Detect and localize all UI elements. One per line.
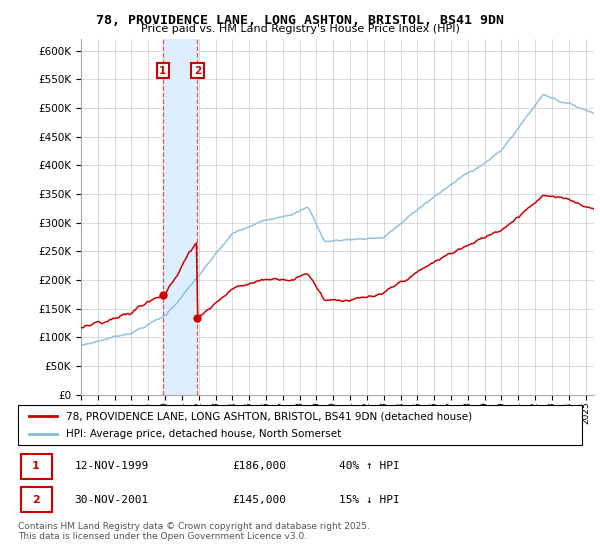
Text: 78, PROVIDENCE LANE, LONG ASHTON, BRISTOL, BS41 9DN: 78, PROVIDENCE LANE, LONG ASHTON, BRISTO…: [96, 14, 504, 27]
Text: 40% ↑ HPI: 40% ↑ HPI: [340, 461, 400, 471]
FancyBboxPatch shape: [21, 487, 52, 512]
FancyBboxPatch shape: [18, 405, 582, 445]
FancyBboxPatch shape: [21, 454, 52, 479]
Text: 12-NOV-1999: 12-NOV-1999: [74, 461, 149, 471]
Text: 15% ↓ HPI: 15% ↓ HPI: [340, 495, 400, 505]
Text: 1: 1: [32, 461, 40, 471]
Text: HPI: Average price, detached house, North Somerset: HPI: Average price, detached house, Nort…: [66, 429, 341, 439]
Text: 30-NOV-2001: 30-NOV-2001: [74, 495, 149, 505]
Bar: [163, 39, 197, 395]
Text: £145,000: £145,000: [232, 495, 286, 505]
Text: 1: 1: [159, 66, 167, 76]
Text: 2: 2: [32, 495, 40, 505]
Text: 78, PROVIDENCE LANE, LONG ASHTON, BRISTOL, BS41 9DN (detached house): 78, PROVIDENCE LANE, LONG ASHTON, BRISTO…: [66, 411, 472, 421]
Text: 2: 2: [194, 66, 201, 76]
Text: Price paid vs. HM Land Registry's House Price Index (HPI): Price paid vs. HM Land Registry's House …: [140, 24, 460, 34]
Text: Contains HM Land Registry data © Crown copyright and database right 2025.
This d: Contains HM Land Registry data © Crown c…: [18, 522, 370, 542]
Text: £186,000: £186,000: [232, 461, 286, 471]
